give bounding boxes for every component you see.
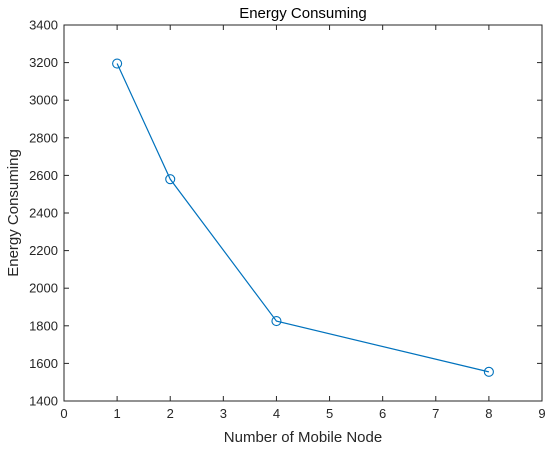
x-tick-label: 2 [167,406,174,421]
y-tick-label: 1800 [29,318,58,333]
series-group [112,58,494,377]
y-tick-label: 1400 [29,394,58,409]
y-tick-label: 2400 [29,206,58,221]
x-tick-label: 4 [273,406,280,421]
y-tick-label: 3200 [29,55,58,70]
x-tick-label: 6 [379,406,386,421]
y-tick-label: 2800 [29,130,58,145]
y-tick-label: 1600 [29,356,58,371]
x-axis: 0 1 2 3 4 5 6 7 8 9 [60,25,546,421]
x-tick-label: 0 [60,406,67,421]
y-tick-label: 2600 [29,168,58,183]
series-line [116,63,490,373]
data-point-marker [483,366,494,377]
data-point-marker [165,174,176,185]
x-tick-label: 1 [113,406,120,421]
y-tick-label: 3400 [29,18,58,33]
x-tick-label: 3 [220,406,227,421]
y-tick-label: 2000 [29,281,58,296]
x-tick-label: 8 [485,406,492,421]
x-axis-title: Number of Mobile Node [224,429,382,446]
chart-title: Energy Consuming [239,5,367,22]
y-axis: 1400 1600 1800 2000 2200 2400 2600 2800 3000 3200… [29,18,542,409]
x-tick-label: 5 [326,406,333,421]
data-point-marker [112,58,123,69]
y-tick-label: 3000 [29,93,58,108]
data-point-marker [271,316,282,327]
y-axis-title: Energy Consuming [5,149,22,277]
plot-area [63,24,543,402]
x-tick-label: 7 [432,406,439,421]
x-tick-label: 9 [538,406,545,421]
y-tick-label: 2200 [29,243,58,258]
